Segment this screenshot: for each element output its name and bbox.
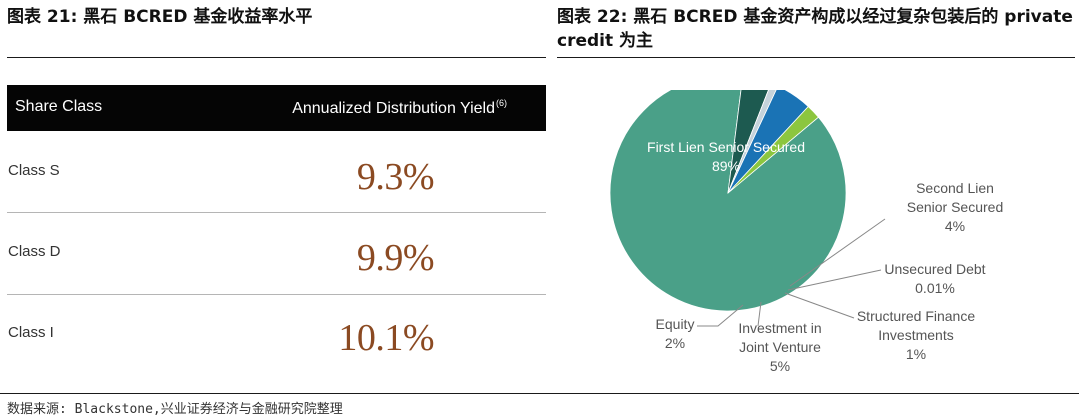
- yield-column-header: Annualized Distribution Yield(6): [292, 98, 507, 118]
- yield-value: 10.1%: [338, 317, 434, 359]
- slice-label: Unsecured Debt 0.01%: [884, 261, 985, 296]
- share-class-label: Class I: [8, 324, 54, 341]
- source-rule: [0, 393, 1079, 394]
- leader-line: [789, 218, 886, 287]
- leader-line: [787, 269, 882, 291]
- leader-line: [697, 304, 744, 327]
- leader-line: [784, 292, 855, 319]
- leader-line: [757, 301, 762, 327]
- yield-value: 9.3%: [356, 156, 435, 198]
- slice-label: Investment in Joint Venture 5%: [738, 320, 821, 374]
- share-class-column-header: Share Class: [15, 98, 103, 115]
- share-class-label: Class D: [8, 243, 61, 260]
- slice-label: Second Lien Senior Secured 4%: [907, 180, 1004, 234]
- source-note: 数据来源: Blackstone,兴业证券经济与金融研究院整理: [7, 402, 343, 417]
- yield-table-header: Share Class Annualized Distribution Yiel…: [7, 85, 546, 131]
- table-row: Class I 10.1%: [7, 295, 546, 375]
- slice-label: First Lien Senior Secured 89%: [647, 139, 805, 174]
- slice-label: Equity 2%: [656, 316, 695, 351]
- yield-footnote-marker: (6): [496, 98, 507, 108]
- right-title-rule: [557, 57, 1075, 58]
- share-class-label: Class S: [8, 162, 60, 179]
- row-divider: [7, 294, 546, 295]
- row-divider: [7, 212, 546, 213]
- asset-composition-pie-chart: First Lien Senior Secured 89% Second Lien S…: [609, 90, 1004, 374]
- right-figure-title: 图表 22: 黑石 BCRED 基金资产构成以经过复杂包装后的 private …: [557, 7, 1073, 51]
- equity-slice: [727, 105, 819, 194]
- table-row: Class D 9.9%: [7, 213, 546, 293]
- table-row: Class S 9.3%: [7, 131, 546, 211]
- left-figure-title: 图表 21: 黑石 BCRED 基金收益率水平: [7, 7, 313, 27]
- first-lien-slice: [609, 90, 847, 312]
- yield-value: 9.9%: [356, 237, 435, 279]
- slice-label: Structured Finance Investments 1%: [857, 308, 975, 362]
- yield-column-header-text: Annualized Distribution Yield: [292, 100, 495, 117]
- left-title-rule: [7, 57, 546, 58]
